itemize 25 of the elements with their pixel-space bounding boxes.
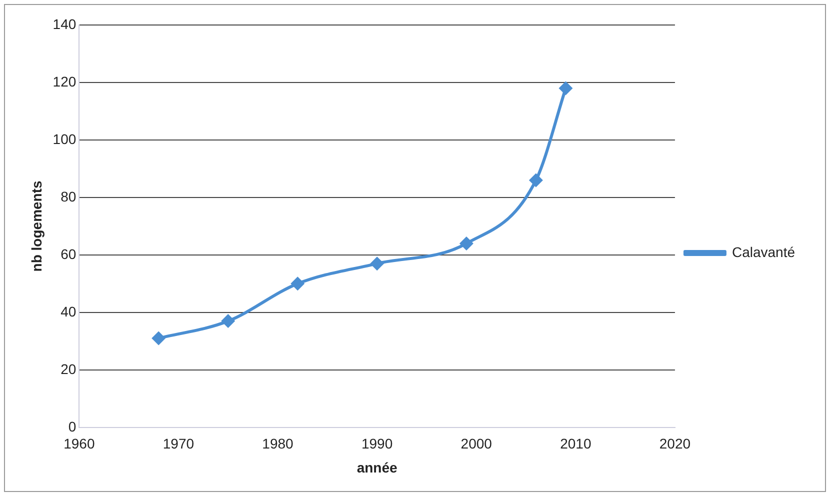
y-tick-label: 20 (60, 360, 76, 377)
x-tick-label: 1960 (64, 436, 95, 452)
y-tick-label: 40 (60, 303, 76, 320)
point (558, 81, 573, 96)
legend-label: Calavanté (732, 244, 796, 260)
y-tick-label: 60 (60, 246, 76, 262)
y-tick-label: 100 (52, 130, 76, 147)
x-tick-label: 2010 (560, 436, 592, 452)
y-tick-label: 140 (52, 16, 76, 32)
x-tick-label: 2000 (460, 436, 492, 452)
point (290, 276, 305, 291)
x-tick-label: 1990 (361, 436, 393, 452)
point (370, 256, 384, 271)
x-tick-label: 2020 (659, 436, 691, 452)
point (152, 331, 166, 346)
x-tick-label: 1980 (262, 436, 294, 452)
y-tick-label: 120 (52, 73, 76, 90)
y-axis-title: nb logements (28, 180, 44, 272)
point (528, 173, 543, 188)
x-axis-title: année (356, 459, 398, 476)
point (221, 314, 236, 328)
y-tick-label: 0 (68, 418, 76, 434)
point (459, 236, 474, 250)
y-tick-label: 80 (60, 188, 76, 204)
x-tick-label: 1970 (162, 436, 194, 452)
